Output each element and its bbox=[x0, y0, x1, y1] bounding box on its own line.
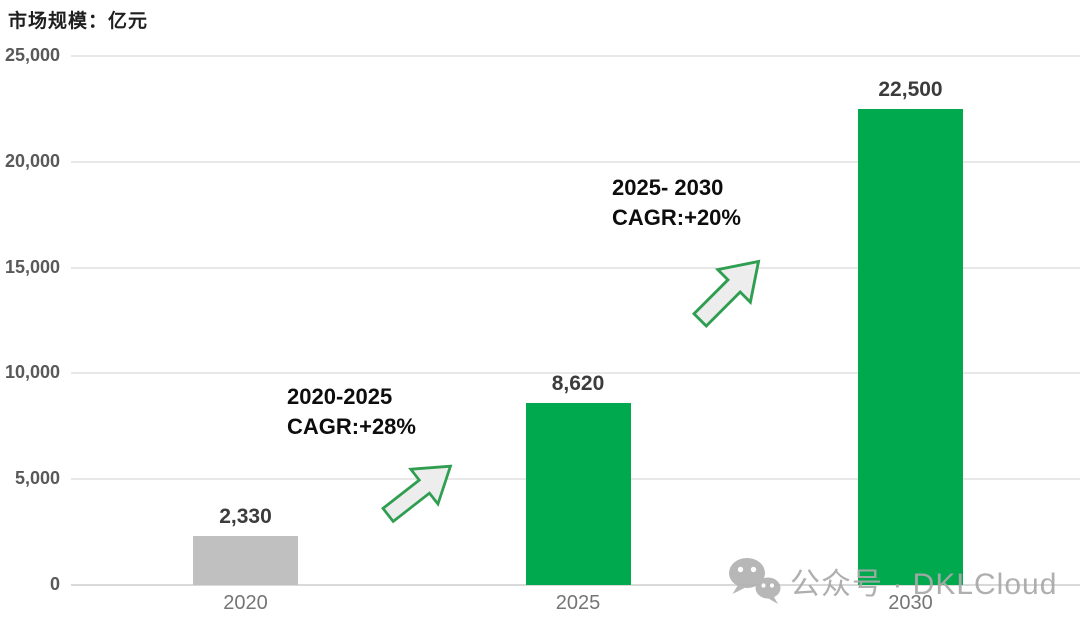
xtick-2030: 2030 bbox=[888, 592, 933, 614]
watermark: 公众号 · DKLCloud bbox=[727, 556, 1057, 606]
ytick-25000: 25,000 bbox=[4, 45, 60, 65]
value-label-2020: 2,330 bbox=[219, 504, 272, 528]
wechat-icon bbox=[729, 558, 781, 604]
bar-2025 bbox=[525, 402, 631, 585]
ytick-10000: 10,000 bbox=[4, 362, 60, 383]
watermark-text: 公众号 · DKLCloud bbox=[790, 568, 1058, 601]
growth-arrow-icon bbox=[381, 464, 453, 524]
ytick-20000: 20,000 bbox=[4, 150, 60, 171]
ytick-0: 0 bbox=[49, 574, 60, 594]
gridline-25000 bbox=[71, 55, 1080, 57]
ytick-5000: 5,000 bbox=[14, 468, 60, 489]
cagr-annotation-2025-2030: 2025- 2030 CAGR:+20% bbox=[612, 173, 741, 233]
xtick-2020: 2020 bbox=[223, 592, 268, 614]
gridline-10000 bbox=[71, 372, 1080, 375]
bar-2030 bbox=[858, 108, 963, 585]
gridline-20000 bbox=[71, 160, 1080, 163]
x-axis-line bbox=[71, 584, 1080, 586]
ytick-15000: 15,000 bbox=[4, 256, 60, 277]
value-label-2025: 8,620 bbox=[551, 371, 605, 395]
cagr-annotation-line2: CAGR:+20% bbox=[612, 205, 741, 230]
gridline-15000 bbox=[71, 266, 1080, 269]
cagr-annotation-2020-2025: 2020-2025 CAGR:+28% bbox=[287, 382, 416, 442]
value-label-2030: 22,500 bbox=[878, 77, 943, 101]
bar-2020 bbox=[193, 535, 298, 585]
growth-arrow-icon bbox=[691, 259, 761, 329]
cagr-annotation-line2: CAGR:+28% bbox=[287, 414, 416, 439]
xtick-2025: 2025 bbox=[555, 592, 601, 614]
chart-title: 市场规模：亿元 bbox=[8, 11, 149, 32]
cagr-annotation-line1: 2020-2025 bbox=[287, 384, 393, 409]
cagr-annotation-line1: 2025- 2030 bbox=[612, 175, 724, 200]
